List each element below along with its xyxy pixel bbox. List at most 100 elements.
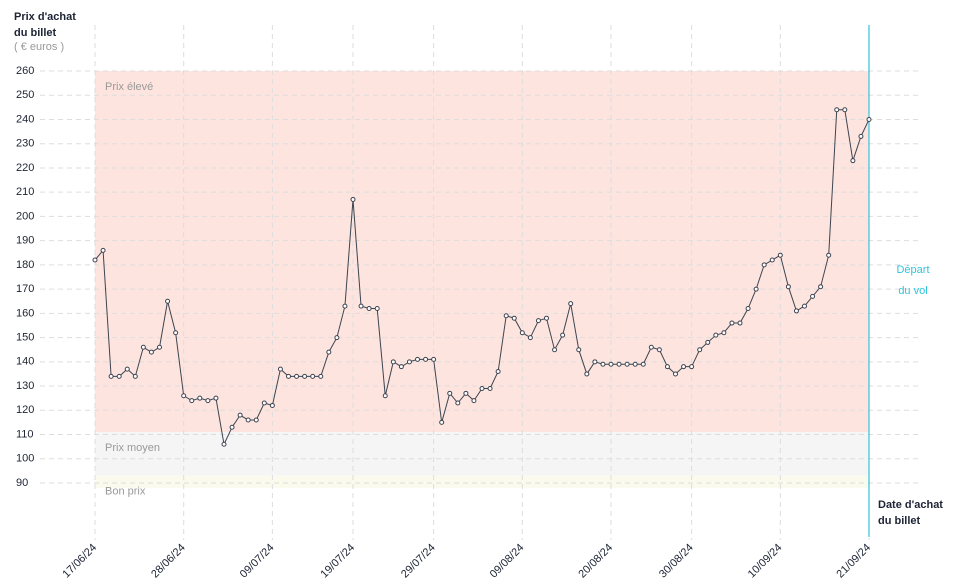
data-point [858, 133, 864, 139]
x-tick-label: 20/08/24 [576, 542, 615, 581]
price-band [95, 71, 869, 433]
y-title: Prix d'achat [14, 11, 76, 23]
data-point [269, 402, 275, 408]
data-point [415, 356, 420, 362]
data-point [673, 371, 678, 377]
data-point [197, 395, 203, 401]
x-tick-label: 19/07/24 [318, 542, 357, 581]
data-point [286, 373, 291, 379]
data-point [92, 257, 98, 263]
data-point [656, 347, 662, 353]
data-point [785, 284, 791, 290]
data-point [439, 419, 445, 425]
y-tick-label: 240 [16, 113, 34, 125]
x-title: Date d'achat [878, 499, 943, 511]
data-point [253, 417, 259, 423]
data-point [648, 344, 654, 350]
data-point [769, 257, 775, 263]
x-tick-label: 09/08/24 [488, 542, 527, 581]
data-point [213, 395, 219, 401]
data-point [761, 262, 767, 268]
data-point [237, 412, 243, 418]
y-tick-label: 90 [16, 477, 28, 489]
y-tick-label: 190 [16, 235, 34, 247]
data-point [535, 318, 541, 324]
data-point [681, 364, 687, 370]
data-point [189, 398, 195, 404]
y-title: du billet [14, 27, 57, 39]
data-point [148, 349, 154, 355]
x-tick-label: 30/08/24 [657, 542, 696, 581]
data-point [261, 400, 267, 406]
data-point [495, 369, 501, 375]
data-point [721, 330, 727, 336]
y-tick-label: 120 [16, 404, 34, 416]
data-point [624, 361, 630, 367]
data-point [834, 107, 840, 113]
data-point [245, 417, 251, 423]
data-point [810, 293, 816, 299]
data-point [229, 424, 235, 430]
data-point [406, 359, 412, 365]
data-point [664, 364, 670, 370]
data-point [471, 398, 477, 404]
x-tick-label: 29/07/24 [399, 542, 438, 581]
data-point [277, 366, 283, 372]
data-point [358, 303, 364, 309]
data-point [818, 284, 824, 290]
data-point [326, 349, 332, 355]
data-point [100, 247, 106, 253]
y-tick-label: 210 [16, 186, 34, 198]
data-point [689, 364, 695, 370]
data-point [592, 359, 598, 365]
data-point [745, 306, 751, 312]
data-point [866, 116, 872, 122]
data-point [423, 356, 429, 362]
y-tick-label: 100 [16, 453, 34, 465]
band-label: Prix élevé [105, 81, 153, 93]
data-point [302, 373, 308, 379]
data-point [552, 347, 558, 353]
y-tick-label: 150 [16, 331, 34, 343]
data-point [560, 332, 566, 338]
x-tick-label: 10/09/24 [746, 542, 785, 581]
data-point [793, 308, 799, 314]
data-point [479, 385, 485, 391]
data-point [310, 373, 316, 379]
y-tick-label: 140 [16, 356, 34, 368]
data-point [294, 373, 300, 379]
data-point [132, 373, 138, 379]
annotation: Départ [896, 264, 929, 276]
y-tick-label: 260 [16, 65, 34, 77]
data-point [527, 335, 533, 341]
data-point [165, 298, 171, 304]
data-point [318, 373, 324, 379]
data-point [584, 371, 590, 377]
data-point [632, 361, 638, 367]
data-point [366, 306, 372, 312]
data-point [729, 320, 735, 326]
data-point [608, 361, 614, 367]
y-tick-label: 110 [16, 428, 34, 440]
data-point [390, 359, 396, 365]
data-point [455, 400, 461, 406]
data-point [157, 344, 162, 350]
data-point [350, 196, 356, 202]
data-point [116, 373, 122, 379]
y-tick-label: 180 [16, 259, 34, 271]
data-point [173, 330, 179, 336]
data-point [640, 361, 646, 367]
data-point [697, 347, 703, 353]
background [95, 71, 869, 488]
band-label: Prix moyen [105, 442, 160, 454]
data-point [431, 356, 437, 362]
y-tick-label: 200 [16, 210, 34, 222]
data-point [802, 303, 807, 309]
x-tick-label: 21/09/24 [834, 542, 873, 581]
data-point [600, 361, 606, 367]
data-point [826, 252, 832, 258]
x-tick-label: 28/06/24 [149, 542, 188, 581]
data-point [463, 390, 469, 396]
data-point [842, 107, 848, 113]
